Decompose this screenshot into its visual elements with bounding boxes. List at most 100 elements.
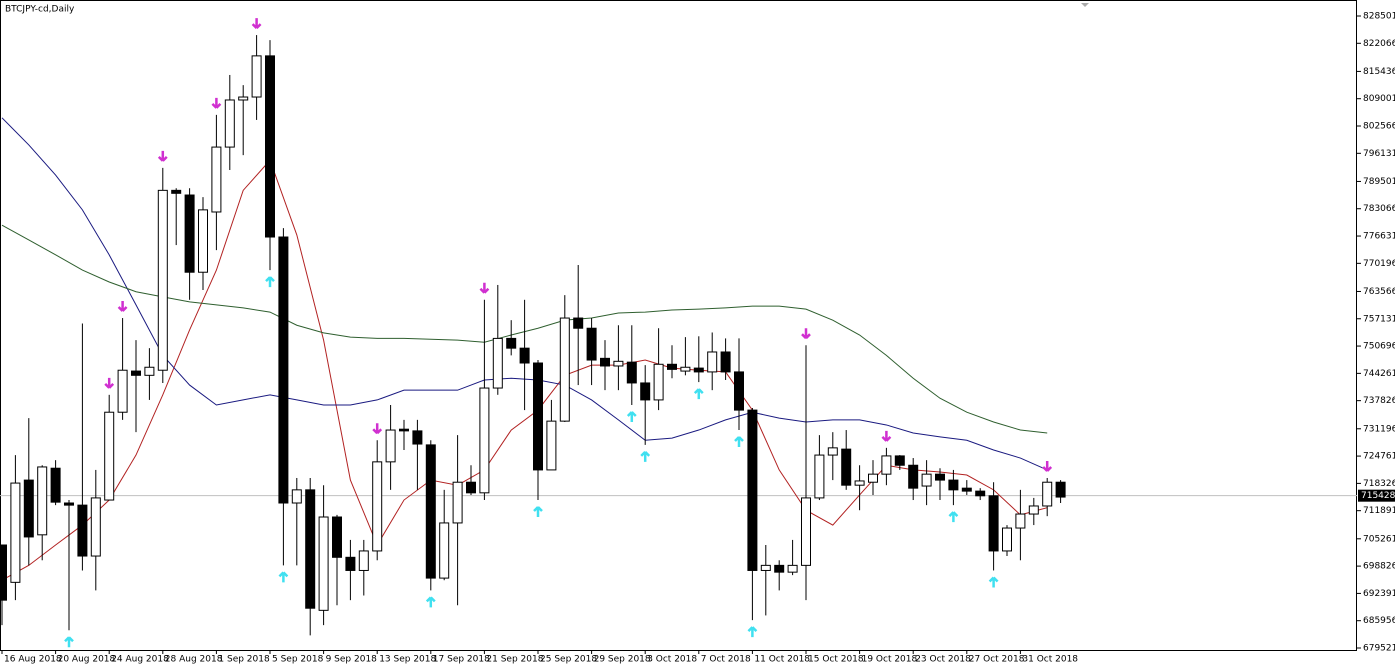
y-tick-label: 789501 bbox=[1363, 177, 1395, 187]
candle-body bbox=[680, 366, 691, 372]
candle-body bbox=[265, 55, 275, 238]
candle-body bbox=[868, 473, 878, 483]
x-tick-label: 7 Oct 2018 bbox=[701, 655, 751, 665]
candle-body bbox=[720, 351, 731, 373]
x-tick-label: 28 Aug 2018 bbox=[165, 655, 223, 665]
candle-body bbox=[90, 497, 101, 557]
candle-body bbox=[600, 357, 610, 367]
fractal-up-arrow bbox=[734, 436, 744, 448]
shift-marker bbox=[1081, 3, 1089, 7]
candle-body bbox=[332, 516, 342, 558]
x-tick-label: 19 Oct 2018 bbox=[862, 655, 918, 665]
candle-body bbox=[506, 337, 517, 349]
candle-body bbox=[0, 544, 7, 601]
y-tick-label: 679521 bbox=[1363, 644, 1395, 654]
candle-body bbox=[318, 516, 329, 611]
candle-body bbox=[37, 466, 48, 536]
y-tick-label: 692391 bbox=[1363, 589, 1395, 599]
candle-body bbox=[251, 55, 262, 98]
candle-body bbox=[935, 473, 945, 481]
candle-body bbox=[814, 454, 825, 499]
candle-body bbox=[613, 360, 624, 367]
fractal-up-arrow bbox=[988, 576, 999, 588]
candle-body bbox=[546, 420, 557, 471]
fractal-down-arrow bbox=[372, 423, 383, 435]
fractal-down-arrow bbox=[211, 97, 222, 109]
candle-body bbox=[278, 236, 289, 504]
fractal-down-arrow bbox=[104, 377, 115, 389]
candle-body bbox=[399, 428, 409, 432]
x-tick-label: 5 Sep 2018 bbox=[272, 655, 324, 665]
x-tick-label: 11 Oct 2018 bbox=[754, 655, 810, 665]
x-tick-label: 24 Aug 2018 bbox=[111, 655, 169, 665]
candle-body bbox=[291, 489, 302, 504]
candle-body bbox=[425, 444, 436, 579]
y-tick-label: 763566 bbox=[1363, 287, 1395, 297]
fractal-down-arrow bbox=[157, 150, 168, 162]
candle-body bbox=[559, 317, 570, 422]
plot-frame bbox=[0, 0, 1357, 651]
x-tick-label: 3 Oct 2018 bbox=[647, 655, 697, 665]
y-tick-label: 685956 bbox=[1363, 616, 1395, 626]
candle-body bbox=[157, 189, 168, 371]
chart-title: BTCJPY-cd,Daily bbox=[5, 5, 75, 15]
candle-body bbox=[667, 363, 677, 370]
candle-body bbox=[533, 362, 543, 471]
fractal-down-arrow bbox=[881, 430, 892, 442]
candle-body bbox=[50, 467, 61, 503]
candle-body bbox=[1002, 527, 1012, 552]
y-tick-label: 705261 bbox=[1363, 534, 1395, 544]
candle-body bbox=[224, 99, 235, 148]
x-tick-label: 13 Sep 2018 bbox=[379, 655, 436, 665]
y-tick-label: 750696 bbox=[1363, 342, 1395, 352]
x-tick-label: 20 Aug 2018 bbox=[58, 655, 116, 665]
x-tick-label: 15 Oct 2018 bbox=[808, 655, 864, 665]
candle-body bbox=[184, 194, 195, 273]
candle-body bbox=[77, 504, 88, 557]
fractal-up-arrow bbox=[533, 506, 543, 518]
candle-body bbox=[760, 564, 771, 571]
candle-body bbox=[211, 146, 222, 213]
candle-body bbox=[479, 387, 490, 494]
candle-body bbox=[961, 487, 972, 492]
candle-body bbox=[747, 409, 758, 571]
candle-body bbox=[305, 489, 316, 609]
candle-body bbox=[774, 564, 785, 573]
fractal-down-arrow bbox=[251, 18, 262, 29]
fractal-up-arrow bbox=[64, 636, 74, 648]
candle-body bbox=[881, 455, 892, 475]
fractal-down-arrow bbox=[1042, 460, 1053, 472]
x-tick-label: 31 Oct 2018 bbox=[1022, 655, 1078, 665]
candle-body bbox=[144, 366, 155, 376]
y-tick-label: 828501 bbox=[1363, 11, 1395, 21]
y-tick-label: 796131 bbox=[1363, 149, 1395, 159]
fractal-down-arrow bbox=[117, 301, 128, 312]
y-tick-label: 744261 bbox=[1363, 369, 1395, 379]
candle-body bbox=[734, 371, 744, 411]
candle-body bbox=[908, 464, 919, 489]
candle-body bbox=[1055, 481, 1066, 498]
candle-body bbox=[653, 363, 664, 401]
candle-body bbox=[827, 447, 838, 456]
candle-body bbox=[412, 430, 423, 445]
candle-body bbox=[787, 564, 798, 573]
y-tick-label: 822066 bbox=[1363, 39, 1395, 49]
fractal-up-arrow bbox=[747, 626, 758, 638]
candle-body bbox=[117, 369, 128, 413]
y-tick-label: 757131 bbox=[1363, 314, 1395, 324]
candle-body bbox=[345, 556, 356, 571]
x-tick-label: 21 Sep 2018 bbox=[486, 655, 543, 665]
candle-body bbox=[131, 370, 141, 376]
candle-body bbox=[372, 461, 383, 552]
y-tick-label: 783066 bbox=[1363, 204, 1395, 214]
candle-body bbox=[1015, 513, 1026, 529]
y-tick-label: 711891 bbox=[1363, 506, 1395, 516]
fractal-down-arrow bbox=[801, 328, 811, 340]
current-price-label: 715428 bbox=[1361, 491, 1395, 501]
candle-body bbox=[23, 479, 34, 538]
candle-body bbox=[975, 490, 986, 497]
fractal-up-arrow bbox=[693, 388, 704, 400]
candle-body bbox=[841, 448, 852, 486]
